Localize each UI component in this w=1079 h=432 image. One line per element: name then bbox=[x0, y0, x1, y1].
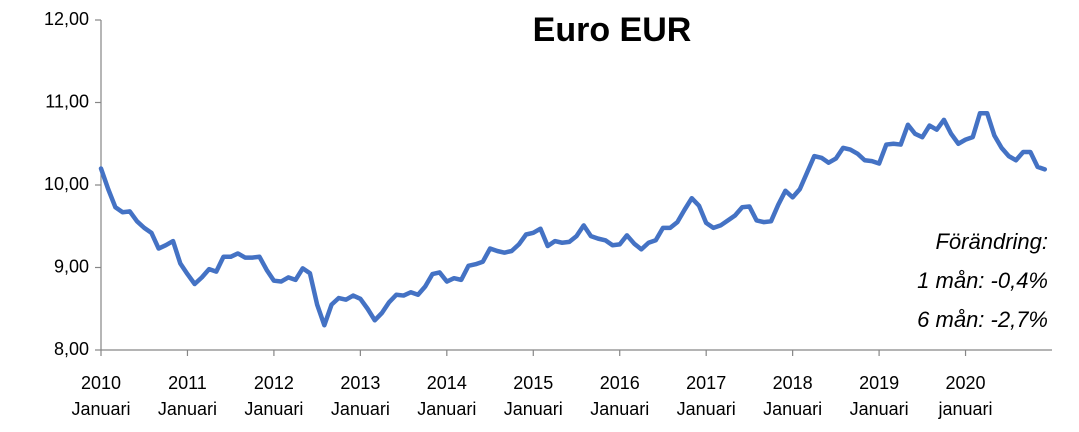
x-tick-label: 2014 Januari bbox=[417, 373, 476, 419]
x-tick-label: 2012 Januari bbox=[244, 373, 303, 419]
x-tick-label: 2015 Januari bbox=[504, 373, 563, 419]
x-tick-label: 2013 Januari bbox=[331, 373, 390, 419]
x-tick-label: 2018 Januari bbox=[763, 373, 822, 419]
x-tick-label: 2016 Januari bbox=[590, 373, 649, 419]
annotation: 6 mån: -2,7% bbox=[917, 307, 1048, 332]
x-tick-label: 2010 Januari bbox=[71, 373, 130, 419]
y-tick-label: 12,00 bbox=[44, 9, 89, 29]
x-tick-label: 2019 Januari bbox=[850, 373, 909, 419]
chart-title: Euro EUR bbox=[533, 11, 692, 49]
y-tick-label: 8,00 bbox=[54, 339, 89, 359]
y-tick-label: 10,00 bbox=[44, 174, 89, 194]
x-tick-label: 2020 januari bbox=[938, 373, 993, 419]
y-tick-label: 9,00 bbox=[54, 256, 89, 276]
data-line bbox=[98, 110, 1048, 328]
annotation: Förändring: bbox=[935, 229, 1048, 254]
x-tick-label: 2017 Januari bbox=[677, 373, 736, 419]
annotation: 1 mån: -0,4% bbox=[917, 268, 1048, 293]
y-tick-label: 11,00 bbox=[45, 91, 89, 111]
x-tick-label: 2011 Januari bbox=[158, 373, 217, 419]
